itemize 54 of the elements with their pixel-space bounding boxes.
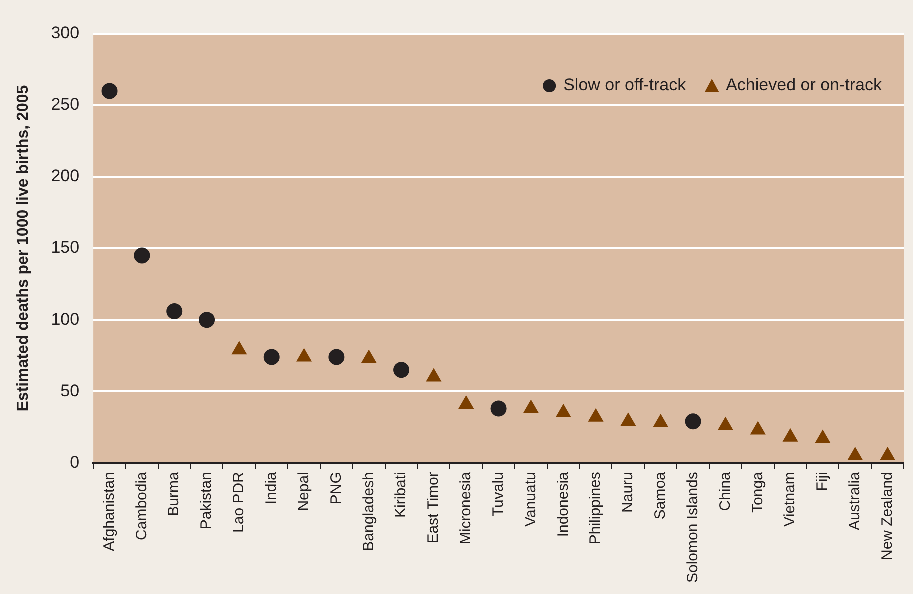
x-tick-label: East Timor bbox=[425, 472, 442, 544]
point bbox=[620, 412, 636, 426]
x-tick-label: Australia bbox=[846, 471, 864, 530]
y-axis-title: Estimated deaths per 1000 live births, 2005 bbox=[15, 85, 32, 412]
x-tick-label: Fiji bbox=[814, 472, 832, 492]
x-tick-label: Micronesia bbox=[458, 471, 475, 545]
x-tick-label: Vietnam bbox=[782, 472, 799, 527]
x-tick-label: Tuvalu bbox=[490, 472, 507, 517]
point bbox=[815, 430, 831, 444]
y-tick-label: 0 bbox=[70, 452, 80, 472]
y-tick-label: 100 bbox=[51, 310, 80, 329]
x-tick-label: Tonga bbox=[749, 471, 766, 513]
point bbox=[848, 446, 864, 460]
y-tick-label: 150 bbox=[51, 238, 80, 258]
legend-label: Slow or off-track bbox=[564, 76, 687, 95]
y-tick-label: 200 bbox=[51, 166, 80, 186]
point bbox=[232, 341, 248, 355]
x-tick-label: India bbox=[263, 471, 280, 505]
x-tick-label: Nauru bbox=[620, 472, 637, 513]
point bbox=[750, 421, 766, 435]
y-tick-label: 250 bbox=[51, 95, 80, 114]
x-tick-label: Lao PDR bbox=[230, 472, 248, 533]
point bbox=[166, 303, 183, 320]
point bbox=[718, 416, 734, 430]
point bbox=[588, 408, 604, 422]
point bbox=[458, 395, 474, 409]
point bbox=[523, 400, 539, 414]
x-tick-label: Kiribati bbox=[392, 472, 410, 518]
y-tick-label: 50 bbox=[60, 381, 80, 400]
x-tick-label: Indonesia bbox=[554, 471, 572, 538]
x-tick-label: New Zealand bbox=[878, 472, 896, 560]
x-tick-label: China bbox=[716, 471, 734, 512]
legend-label: Achieved or on-track bbox=[726, 76, 882, 95]
point bbox=[296, 348, 312, 362]
x-tick-label: Samoa bbox=[652, 471, 670, 520]
point bbox=[102, 83, 118, 100]
y-tick-label: 300 bbox=[51, 24, 80, 43]
x-tick-label: Burma bbox=[166, 471, 183, 516]
x-tick-label: Nepal bbox=[295, 472, 312, 512]
x-tick-label: Pakistan bbox=[198, 472, 216, 530]
x-tick-label: Cambodia bbox=[133, 471, 150, 540]
x-tick-label: Vanuatu bbox=[522, 472, 540, 527]
x-tick-label: Afghanistan bbox=[100, 472, 118, 552]
point bbox=[361, 350, 377, 364]
point bbox=[556, 404, 572, 418]
point bbox=[426, 368, 442, 382]
x-tick-label: Philippines bbox=[587, 472, 604, 545]
x-tick-label: PNG bbox=[328, 472, 345, 505]
x-tick-label: Bangladesh bbox=[360, 472, 378, 552]
point bbox=[134, 248, 150, 264]
x-tick-label: Solomon Islands bbox=[684, 472, 702, 584]
point bbox=[653, 414, 669, 428]
point bbox=[782, 428, 798, 442]
point bbox=[880, 446, 896, 460]
